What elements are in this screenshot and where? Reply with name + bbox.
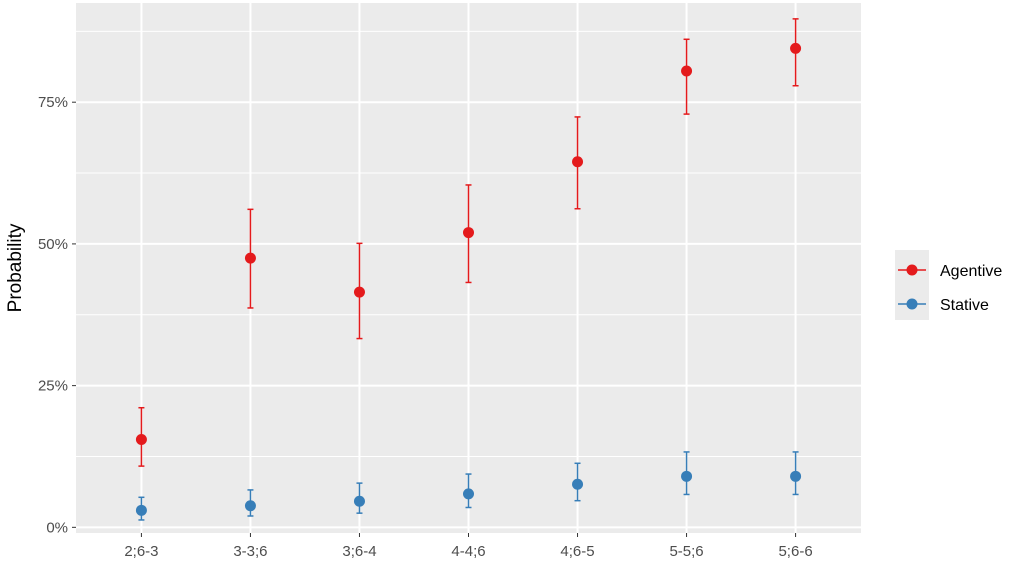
stative-point: [353, 495, 365, 507]
x-tick-label: 2;6-3: [124, 543, 158, 560]
agentive-point: [353, 286, 365, 298]
agentive-point: [244, 252, 256, 264]
stative-point: [681, 470, 693, 482]
x-tick-label: 5-5;6: [669, 543, 703, 560]
y-tick-label: 25%: [38, 378, 68, 395]
legend: Agentive Stative: [895, 250, 1002, 320]
data-points: [135, 42, 802, 516]
stative-point: [463, 488, 474, 500]
legend-marker-agentive: [906, 264, 918, 276]
stative-point: [572, 478, 584, 490]
x-tick-label: 3-3;6: [233, 543, 267, 560]
y-tick-label: 50%: [38, 236, 68, 253]
agentive-point: [135, 433, 147, 445]
agentive-point: [681, 65, 693, 77]
y-tick-label: 75%: [38, 94, 68, 111]
y-axis-title: Probability: [5, 223, 26, 312]
stative-point: [790, 470, 802, 482]
stative-point: [135, 504, 147, 516]
agentive-point: [572, 156, 584, 168]
x-tick-label: 3;6-4: [342, 543, 376, 560]
x-axis: 2;6-3 3-3;6 3;6-4 4-4;6 4;6-5 5-5;6 5;6-6: [124, 533, 813, 560]
agentive-point: [463, 227, 474, 239]
x-tick-label: 4-4;6: [451, 543, 485, 560]
legend-label-agentive: Agentive: [940, 263, 1002, 280]
x-tick-label: 5;6-6: [778, 543, 812, 560]
y-axis: 0% 25% 50% 75%: [38, 94, 76, 536]
agentive-point: [790, 42, 802, 54]
stative-point: [244, 500, 256, 512]
legend-label-stative: Stative: [940, 297, 989, 314]
legend-marker-stative: [906, 298, 918, 310]
x-tick-label: 4;6-5: [560, 543, 594, 560]
y-tick-label: 0%: [46, 519, 68, 536]
